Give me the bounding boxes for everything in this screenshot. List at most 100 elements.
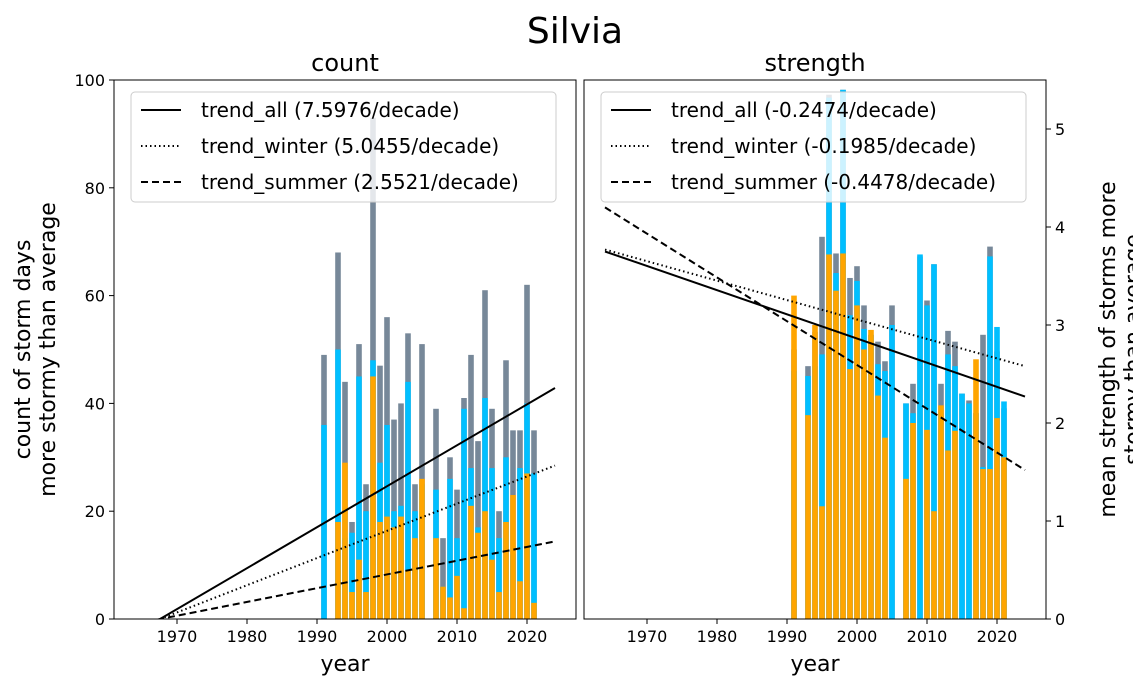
bar-winter-2011 <box>461 408 467 619</box>
bar-summer-2017 <box>503 521 509 619</box>
axes-frame <box>113 79 577 620</box>
bar-summer-1998 <box>840 253 846 619</box>
bar-summer-2011 <box>461 608 467 619</box>
trend-line-summer <box>604 206 1026 471</box>
bar-summer-1999 <box>377 521 383 619</box>
bar-summer-1996 <box>826 254 832 619</box>
bar-summer-2017 <box>973 359 979 619</box>
bar-summer-2016 <box>496 592 502 619</box>
bar-winter-2019 <box>517 468 523 619</box>
plot-area <box>604 89 1026 619</box>
bar-summer-1995 <box>349 592 355 619</box>
bar-summer-2002 <box>868 329 874 619</box>
bar-summer-2001 <box>391 527 397 619</box>
bar-winter-2009 <box>447 478 453 619</box>
y-tick-label: 40 <box>85 394 105 413</box>
x-tick-label: 1980 <box>227 627 268 646</box>
bar-winter-2015 <box>959 393 965 619</box>
strength-panel: 1970 1980 1990 2000 2010 2020 0 1 2 3 4 5 strength ye… <box>583 49 1133 677</box>
x-tick-label: 2000 <box>367 627 408 646</box>
y-tick-label: 100 <box>74 71 105 90</box>
legend-label-summer: trend_summer (-0.4478/decade) <box>671 170 996 194</box>
legend: trend_all (7.5976/decade) trend_winter (5… <box>130 91 557 203</box>
bar-summer-2021 <box>531 602 537 619</box>
bar-winter-1996 <box>356 376 362 619</box>
y-tick-label: 20 <box>85 502 105 521</box>
legend-box <box>600 91 1027 203</box>
bar-summer-1996 <box>356 559 362 619</box>
bar-winter-2003 <box>405 381 411 619</box>
bar-winter-2016 <box>496 538 502 619</box>
bar-summer-2007 <box>903 478 909 619</box>
plot-area <box>154 117 556 619</box>
bar-summer-2007 <box>433 538 439 619</box>
x-axis-label: year <box>790 652 840 677</box>
bar-summer-2012 <box>938 405 944 619</box>
x-tick-label: 2010 <box>907 627 948 646</box>
bar-summer-2004 <box>882 437 888 619</box>
bar-summer-1994 <box>812 325 818 619</box>
bar-summer-2019 <box>517 581 523 619</box>
bar-summer-1991 <box>791 295 797 619</box>
legend-label-winter: trend_winter (-0.1985/decade) <box>671 134 976 158</box>
trend-line-summer <box>154 540 556 619</box>
legend: trend_all (-0.2474/decade) trend_winter (… <box>600 91 1027 203</box>
bar-summer-2021 <box>1001 457 1007 619</box>
y-axis-label-line: count of storm days <box>11 240 36 460</box>
bar-winter-2021 <box>531 473 537 619</box>
legend-label-all: trend_all (-0.2474/decade) <box>671 98 937 122</box>
x-tick-label: 2000 <box>837 627 878 646</box>
x-tick-label: 1970 <box>157 627 198 646</box>
y-tick-label: 0 <box>1055 610 1065 629</box>
x-tick-label: 1980 <box>697 627 738 646</box>
bar-summer-2008 <box>910 423 916 619</box>
figure-title: Silvia <box>527 11 623 52</box>
bar-winter-1995 <box>819 354 825 619</box>
bar-winter-2016 <box>966 403 972 619</box>
bar-summer-2003 <box>405 570 411 619</box>
bar-summer-2010 <box>454 575 460 619</box>
trend-line-winter <box>604 248 1026 368</box>
count-panel: 1970 1980 1990 2000 2010 2020 0 20 40 60 80 100 coun… <box>11 49 577 677</box>
bar-summer-2001 <box>861 349 867 619</box>
bar-summer-2010 <box>924 429 930 619</box>
bar-summer-1994 <box>342 462 348 619</box>
panel-title: strength <box>764 49 865 77</box>
bar-winter-1997 <box>363 511 369 619</box>
y-axis-label-line: mean strength of storms more <box>1096 181 1121 517</box>
bar-summer-2008 <box>440 586 446 619</box>
bar-summer-2013 <box>945 450 951 619</box>
legend-label-all: trend_all (7.5976/decade) <box>201 98 460 122</box>
bar-winter-1995 <box>349 532 355 619</box>
y-tick-label: 80 <box>85 179 105 198</box>
y-tick-label: 2 <box>1055 414 1065 433</box>
bar-summer-2020 <box>994 418 1000 619</box>
y-axis-label-line: more stormy than average <box>36 202 61 497</box>
y-tick-label: 0 <box>95 610 105 629</box>
bar-summer-1993 <box>805 415 811 619</box>
bar-summer-2015 <box>489 559 495 619</box>
x-tick-label: 1990 <box>767 627 808 646</box>
bar-summer-2009 <box>447 597 453 619</box>
x-tick-label: 2020 <box>507 627 548 646</box>
x-tick-label: 2020 <box>977 627 1018 646</box>
bar-summer-2002 <box>398 516 404 619</box>
trend-line-all <box>604 250 1026 398</box>
bar-summer-2004 <box>412 538 418 619</box>
y-tick-label: 4 <box>1055 218 1065 237</box>
y-tick-label: 1 <box>1055 512 1065 531</box>
x-tick-label: 1970 <box>627 627 668 646</box>
bar-winter-2015 <box>489 468 495 619</box>
bar-summer-2000 <box>854 305 860 619</box>
x-tick-label: 1990 <box>297 627 338 646</box>
legend-box <box>130 91 557 203</box>
bar-summer-2018 <box>980 469 986 619</box>
bar-summer-2018 <box>510 495 516 619</box>
x-axis-label: year <box>320 652 370 677</box>
bar-winter-2005 <box>889 325 895 619</box>
axes-frame <box>583 79 1047 620</box>
bar-summer-2013 <box>475 532 481 619</box>
bar-summer-1997 <box>363 592 369 619</box>
legend-label-winter: trend_winter (5.0455/decade) <box>201 134 499 158</box>
